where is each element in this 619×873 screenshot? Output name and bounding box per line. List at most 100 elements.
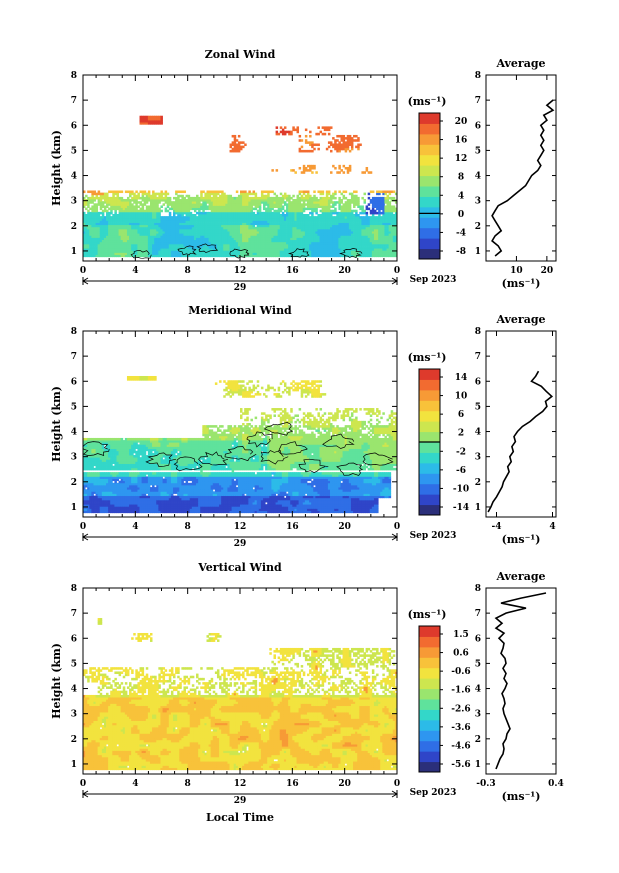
heatmap-cell xyxy=(191,231,195,234)
heatmap-cell xyxy=(250,211,253,215)
heatmap-cell xyxy=(338,203,341,206)
heatmap-cell xyxy=(173,203,176,206)
heatmap-cell xyxy=(275,199,279,202)
heatmap-cell xyxy=(296,254,300,258)
heatmap-cell xyxy=(315,209,318,213)
heatmap-cell xyxy=(336,252,339,255)
heatmap-cell xyxy=(141,122,145,125)
heatmap-cell xyxy=(242,207,245,211)
heatmap-cell xyxy=(242,228,245,232)
heatmap-cell xyxy=(99,248,103,251)
heatmap-cell xyxy=(240,211,243,215)
heatmap-cell xyxy=(367,222,371,226)
heatmap-cell xyxy=(131,218,134,221)
heatmap-cell xyxy=(390,211,394,215)
heatmap-cell xyxy=(277,211,281,215)
heatmap-cell xyxy=(277,228,281,232)
heatmap-cell xyxy=(380,254,383,258)
heatmap-cell xyxy=(359,248,362,251)
heatmap-cell xyxy=(248,196,251,200)
heatmap-cell xyxy=(131,250,134,253)
heatmap-cell xyxy=(336,201,339,204)
heatmap-cell xyxy=(85,495,88,499)
heatmap-cell xyxy=(193,207,197,211)
heatmap-cell xyxy=(152,252,155,255)
heatmap-cell xyxy=(265,222,268,226)
heatmap-cell xyxy=(311,203,314,206)
heatmap-cell xyxy=(309,231,312,234)
heatmap-cell xyxy=(269,201,272,204)
heatmap-cell xyxy=(281,228,285,232)
heatmap-cell xyxy=(250,218,253,221)
heatmap-cell xyxy=(240,199,243,202)
heatmap-cell xyxy=(242,250,245,253)
heatmap-cell xyxy=(133,194,136,198)
heatmap-cell xyxy=(240,209,243,213)
heatmap-cell xyxy=(154,233,157,236)
heatmap-cell xyxy=(83,493,86,497)
heatmap-cell xyxy=(250,201,253,204)
heatmap-cell xyxy=(204,216,207,219)
heatmap-cell xyxy=(386,209,390,213)
heatmap-cell xyxy=(196,239,199,243)
heatmap-cell xyxy=(250,207,253,211)
heatmap-cell xyxy=(371,241,375,245)
heatmap-cell xyxy=(206,192,209,196)
heatmap-cell xyxy=(85,243,88,247)
heatmap-cell xyxy=(330,224,333,228)
heatmap-cell xyxy=(214,218,218,221)
heatmap-cell xyxy=(152,241,155,245)
heatmap-cell xyxy=(319,190,323,194)
heatmap-cell xyxy=(309,194,312,198)
heatmap-cell xyxy=(97,493,101,497)
heatmap-cell xyxy=(91,194,94,198)
heatmap-cell xyxy=(325,237,329,241)
heatmap-cell xyxy=(93,504,96,507)
heatmap-cell xyxy=(133,211,136,215)
heatmap-cell xyxy=(258,235,262,238)
heatmap-cell xyxy=(350,228,354,232)
heatmap-cell xyxy=(97,254,101,258)
heatmap-cell xyxy=(327,226,331,230)
heatmap-cell xyxy=(382,203,385,206)
heatmap-cell xyxy=(292,224,295,228)
heatmap-cell xyxy=(376,203,379,206)
heatmap-cell xyxy=(321,192,325,196)
heatmap-cell xyxy=(332,209,335,213)
heatmap-cell xyxy=(212,226,216,230)
heatmap-cell xyxy=(279,235,283,238)
heatmap-cell xyxy=(126,220,130,223)
heatmap-cell xyxy=(369,190,373,194)
heatmap-cell xyxy=(183,248,186,251)
heatmap-cell xyxy=(350,211,354,215)
heatmap-cell xyxy=(344,166,348,170)
heatmap-cell xyxy=(204,233,207,236)
heatmap-cell xyxy=(273,203,276,206)
heatmap-cell xyxy=(265,226,268,230)
heatmap-cell xyxy=(108,237,111,241)
heatmap-cell xyxy=(371,205,375,208)
heatmap-cell xyxy=(346,218,350,221)
heatmap-cell xyxy=(365,211,369,215)
heatmap-cell xyxy=(91,196,94,200)
heatmap-cell xyxy=(361,235,364,238)
heatmap-cell xyxy=(244,143,247,147)
heatmap-cell xyxy=(338,211,341,215)
heatmap-cell xyxy=(129,252,132,255)
heatmap-cell xyxy=(83,252,86,255)
heatmap-cell xyxy=(292,207,295,211)
heatmap-cell xyxy=(386,235,390,238)
heatmap-cell xyxy=(83,448,86,452)
heatmap-cell xyxy=(112,205,115,208)
heatmap-cell xyxy=(114,196,117,200)
heatmap-cell xyxy=(338,216,341,219)
heatmap-cell xyxy=(292,169,295,172)
heatmap-cell xyxy=(369,220,373,223)
heatmap-cell xyxy=(384,218,387,221)
heatmap-cell xyxy=(114,201,117,204)
heatmap-cell xyxy=(164,243,168,247)
heatmap-cell xyxy=(384,254,387,258)
heatmap-cell xyxy=(233,218,237,221)
heatmap-cell xyxy=(288,218,291,221)
heatmap-cell xyxy=(97,448,101,452)
